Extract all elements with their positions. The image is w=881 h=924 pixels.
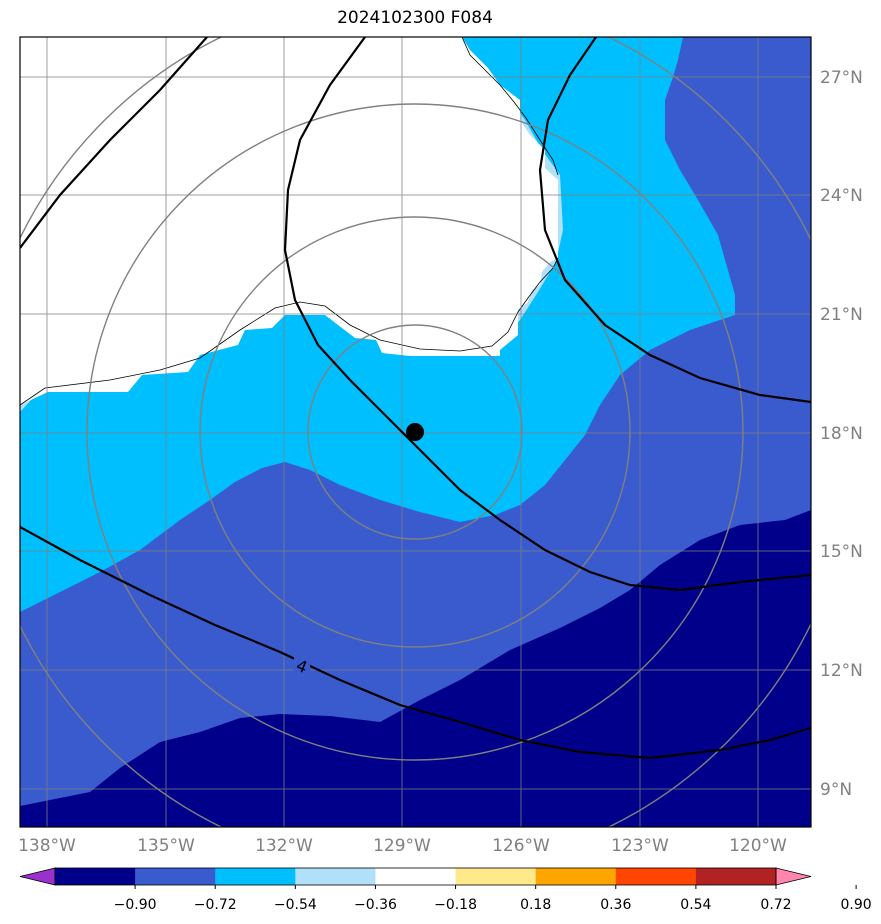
contour-lines (20, 37, 811, 760)
lon-label: 132°W (255, 836, 313, 856)
map-area: 4 (20, 37, 811, 827)
colorbar-tick-label: −0.54 (274, 897, 317, 913)
colorbar-cells (19, 867, 812, 886)
lat-label: 18°N (820, 424, 863, 444)
contour-line-2 (538, 37, 811, 404)
colorbar-tick-label: 0.36 (600, 897, 631, 913)
map-frame (19, 36, 812, 828)
colorbar-cell (135, 868, 216, 885)
colorbar-tick-label: −0.36 (354, 897, 397, 913)
contour-label-bg (294, 656, 310, 676)
lon-label: 120°W (729, 836, 787, 856)
colorbar: −0.90 −0.72 −0.54 −0.36 −0.18 0.18 0.36 0.54 0.7… (19, 867, 872, 913)
range-rings (20, 37, 811, 827)
colorbar-tick-label: 0.72 (760, 897, 791, 913)
lon-label: 126°W (492, 836, 550, 856)
colorbar-cell (535, 868, 617, 885)
colorbar-cell (695, 868, 777, 885)
colorbar-extend-high (775, 867, 812, 886)
lon-label: 123°W (611, 836, 669, 856)
range-ring-2 (199, 216, 631, 648)
map-title: 2024102300 F084 (337, 8, 493, 28)
lat-label: 24°N (820, 186, 863, 206)
lon-label: 129°W (373, 836, 431, 856)
colorbar-cell (375, 868, 457, 885)
lat-label: 9°N (820, 780, 852, 800)
lat-axis-labels: 27°N 24°N 21°N 18°N 15°N 12°N 9°N (820, 68, 863, 800)
storm-center-marker (406, 423, 424, 441)
lon-label: 135°W (137, 836, 195, 856)
lat-label: 21°N (820, 305, 863, 325)
colorbar-frame (54, 867, 777, 886)
anomaly-band-neutral (20, 37, 558, 405)
range-ring-1 (307, 324, 523, 540)
contour-line-4 (20, 526, 811, 760)
colorbar-tick-label: 0.90 (841, 897, 872, 913)
colorbar-tick-label: −0.72 (194, 897, 237, 913)
neutral-outline (20, 37, 559, 406)
colorbar-cell (215, 868, 296, 885)
contour-line-1 (20, 37, 208, 249)
colorbar-cell (55, 868, 136, 885)
colorbar-ticks: −0.90 −0.72 −0.54 −0.36 −0.18 0.18 0.36 0.54 0.7… (114, 885, 872, 913)
lat-label: 27°N (820, 68, 863, 88)
lat-label: 12°N (820, 661, 863, 681)
colorbar-extend-low (19, 867, 56, 886)
lat-label: 15°N (820, 542, 863, 562)
lon-axis-labels: 138°W 135°W 132°W 129°W 126°W 123°W 120°… (18, 836, 787, 856)
colorbar-cell (295, 868, 376, 885)
colorbar-tick-label: −0.18 (434, 897, 477, 913)
colorbar-tick-label: 0.54 (680, 897, 711, 913)
range-ring-3 (86, 103, 744, 761)
contour-line-3 (283, 37, 811, 592)
lon-label: 138°W (18, 836, 76, 856)
colorbar-tick-label: −0.90 (114, 897, 157, 913)
colorbar-tick-label: 0.18 (520, 897, 551, 913)
colorbar-cell (615, 868, 697, 885)
colorbar-cell (455, 868, 537, 885)
